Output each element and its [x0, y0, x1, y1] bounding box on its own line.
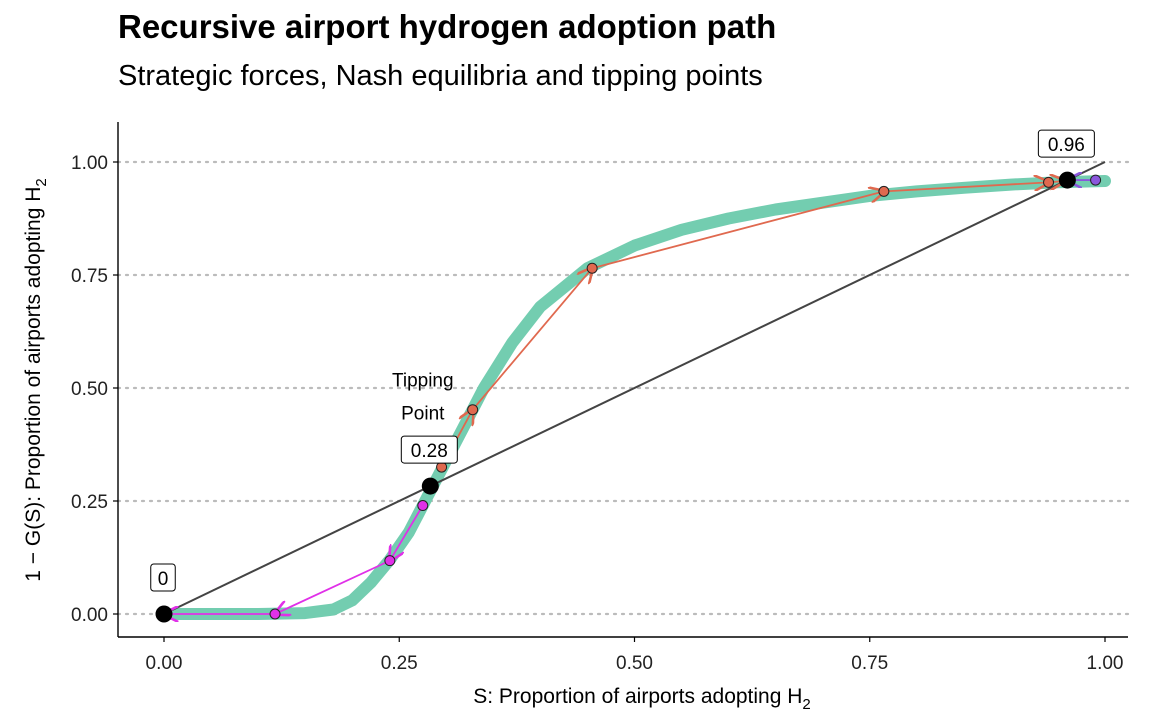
path-up-point — [467, 404, 479, 416]
path-up-segment — [883, 182, 1049, 193]
equilibrium-label-box — [150, 563, 176, 592]
y-tick-label: 1.00 — [71, 153, 108, 174]
tipping-point-label-line1: Tipping — [392, 370, 454, 391]
path-down-point — [417, 500, 429, 512]
gridlines — [116, 160, 1130, 616]
series — [158, 161, 1111, 620]
equilibrium-point — [155, 605, 173, 623]
points — [155, 171, 1102, 623]
path-down-point — [269, 608, 281, 620]
tipping-point-label-line2: Point — [401, 403, 445, 424]
adoption-curve — [158, 175, 1111, 620]
y-tick-label: 0.00 — [71, 605, 108, 626]
equilibrium-label: 0.96 — [1048, 135, 1085, 156]
equilibrium-label-box — [1037, 129, 1095, 158]
chart-subtitle: Strategic forces, Nash equilibria and ti… — [118, 60, 763, 92]
x-tick-label: 0.50 — [616, 653, 653, 674]
path-right-point — [1090, 174, 1102, 186]
diagonal-line — [163, 161, 1106, 615]
chart-title: Recursive airport hydrogen adoption path — [118, 8, 777, 45]
equilibrium-label-box — [400, 435, 458, 464]
equilibrium-point — [1058, 171, 1076, 189]
path-up-point — [586, 262, 598, 274]
path-up-segment — [591, 191, 884, 270]
equilibrium-label: 0.28 — [411, 441, 448, 462]
path-up-segment — [471, 268, 593, 411]
x-tick-label: 0.75 — [851, 653, 888, 674]
path-up-point — [1043, 176, 1055, 188]
equilibrium-point — [421, 477, 439, 495]
y-tick-label: 0.75 — [71, 266, 108, 287]
x-axis-label: S: Proportion of airports adopting H2 — [473, 685, 811, 713]
path-up-point — [878, 185, 890, 197]
y-tick-label: 0.25 — [71, 492, 108, 513]
x-tick-label: 0.00 — [146, 653, 183, 674]
x-tick-label: 1.00 — [1087, 653, 1124, 674]
path-down-segment — [390, 505, 424, 561]
labels: 0 0.28 0.96 Tipping Point — [150, 129, 1095, 592]
path-down-point — [384, 555, 396, 567]
path-up-point — [436, 461, 448, 473]
y-tick-label: 0.50 — [71, 379, 108, 400]
y-axis-label: 1 − G(S): Proportion of airports adoptin… — [22, 178, 50, 581]
path-down-segment — [275, 559, 391, 614]
x-tick-label: 0.25 — [381, 653, 418, 674]
equilibrium-label: 0 — [158, 569, 169, 590]
